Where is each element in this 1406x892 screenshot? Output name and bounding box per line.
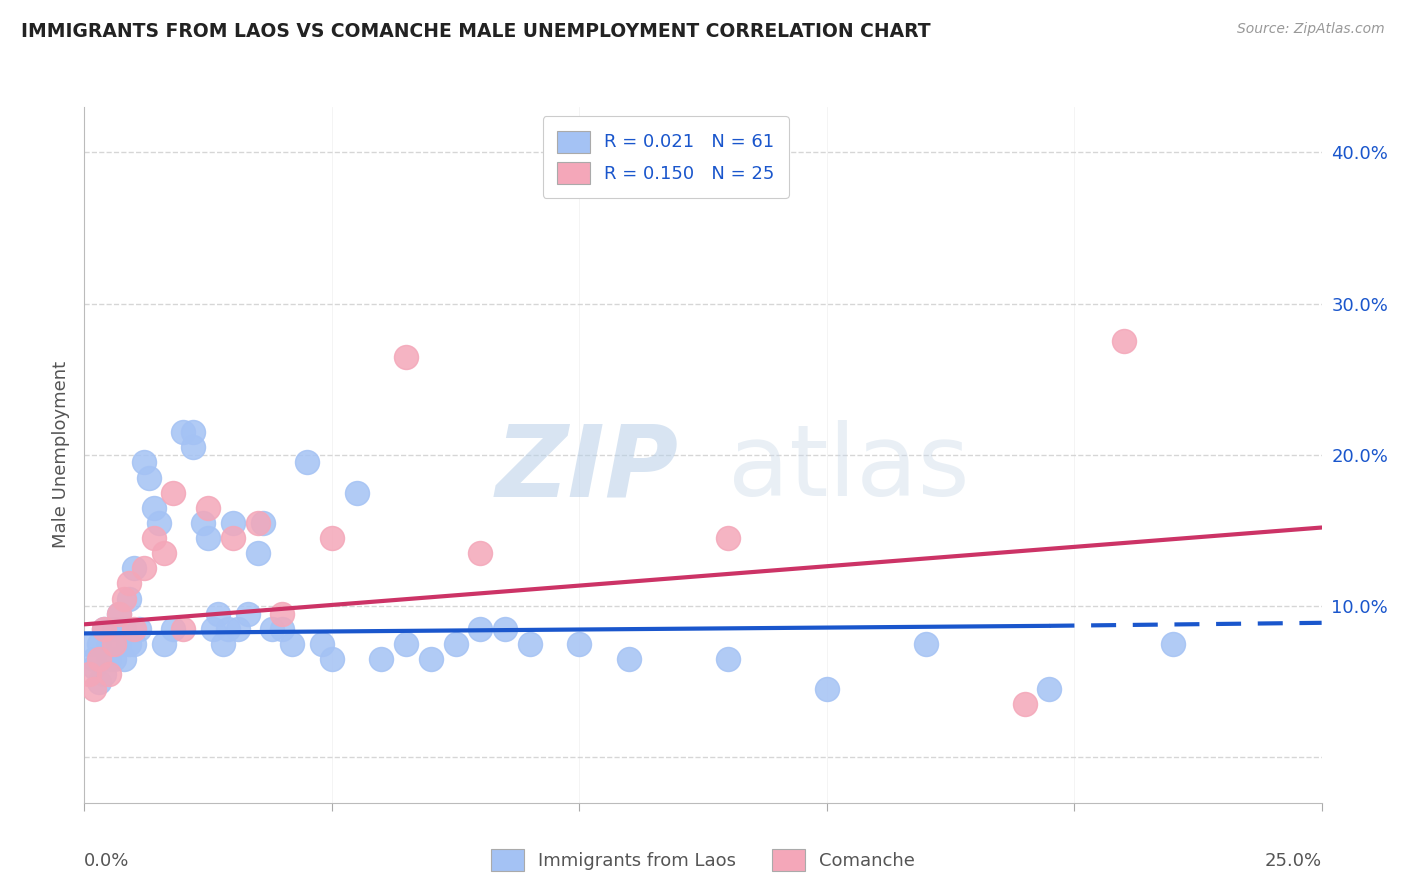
Point	[93, 667, 115, 681]
Point	[142, 500, 165, 515]
Y-axis label: Male Unemployment: Male Unemployment	[52, 361, 70, 549]
Point	[108, 607, 131, 621]
Point	[181, 441, 204, 455]
Point	[162, 622, 184, 636]
Point	[103, 652, 125, 666]
Point	[197, 500, 219, 515]
Point	[112, 652, 135, 666]
Point	[108, 607, 131, 621]
Point	[118, 637, 141, 651]
Point	[122, 622, 145, 636]
Point	[118, 576, 141, 591]
Point	[246, 546, 269, 560]
Point	[346, 485, 368, 500]
Point	[93, 622, 115, 636]
Point	[83, 682, 105, 697]
Point	[138, 470, 160, 484]
Point	[108, 637, 131, 651]
Point	[197, 531, 219, 545]
Point	[89, 637, 111, 651]
Point	[112, 622, 135, 636]
Point	[519, 637, 541, 651]
Point	[152, 546, 174, 560]
Point	[1161, 637, 1184, 651]
Point	[207, 607, 229, 621]
Point	[98, 667, 121, 681]
Point	[617, 652, 640, 666]
Point	[281, 637, 304, 651]
Point	[79, 637, 101, 651]
Point	[311, 637, 333, 651]
Point	[470, 622, 492, 636]
Point	[118, 591, 141, 606]
Point	[128, 622, 150, 636]
Point	[191, 516, 214, 530]
Point	[1038, 682, 1060, 697]
Point	[236, 607, 259, 621]
Point	[271, 622, 294, 636]
Point	[79, 667, 101, 681]
Point	[444, 637, 467, 651]
Point	[112, 591, 135, 606]
Point	[470, 546, 492, 560]
Point	[132, 455, 155, 469]
Point	[172, 622, 194, 636]
Text: ZIP: ZIP	[495, 420, 678, 517]
Point	[321, 652, 343, 666]
Point	[1014, 698, 1036, 712]
Point	[132, 561, 155, 575]
Point	[222, 516, 245, 530]
Point	[83, 659, 105, 673]
Point	[717, 531, 740, 545]
Point	[202, 622, 225, 636]
Text: Source: ZipAtlas.com: Source: ZipAtlas.com	[1237, 22, 1385, 37]
Point	[172, 425, 194, 440]
Point	[494, 622, 516, 636]
Point	[93, 622, 115, 636]
Point	[217, 622, 239, 636]
Point	[226, 622, 249, 636]
Point	[83, 652, 105, 666]
Point	[419, 652, 441, 666]
Point	[122, 561, 145, 575]
Point	[103, 622, 125, 636]
Point	[395, 350, 418, 364]
Point	[1112, 334, 1135, 349]
Point	[122, 637, 145, 651]
Point	[295, 455, 318, 469]
Legend: R = 0.021   N = 61, R = 0.150   N = 25: R = 0.021 N = 61, R = 0.150 N = 25	[543, 116, 789, 198]
Point	[568, 637, 591, 651]
Point	[89, 674, 111, 689]
Point	[103, 637, 125, 651]
Point	[148, 516, 170, 530]
Text: atlas: atlas	[728, 420, 969, 517]
Point	[815, 682, 838, 697]
Point	[914, 637, 936, 651]
Point	[717, 652, 740, 666]
Point	[142, 531, 165, 545]
Text: IMMIGRANTS FROM LAOS VS COMANCHE MALE UNEMPLOYMENT CORRELATION CHART: IMMIGRANTS FROM LAOS VS COMANCHE MALE UN…	[21, 22, 931, 41]
Point	[246, 516, 269, 530]
Point	[271, 607, 294, 621]
Text: 0.0%: 0.0%	[84, 852, 129, 870]
Point	[98, 637, 121, 651]
Point	[262, 622, 284, 636]
Point	[395, 637, 418, 651]
Text: 25.0%: 25.0%	[1264, 852, 1322, 870]
Point	[162, 485, 184, 500]
Point	[212, 637, 235, 651]
Point	[370, 652, 392, 666]
Legend: Immigrants from Laos, Comanche: Immigrants from Laos, Comanche	[484, 842, 922, 879]
Point	[152, 637, 174, 651]
Point	[181, 425, 204, 440]
Point	[321, 531, 343, 545]
Point	[222, 531, 245, 545]
Point	[252, 516, 274, 530]
Point	[98, 652, 121, 666]
Point	[89, 652, 111, 666]
